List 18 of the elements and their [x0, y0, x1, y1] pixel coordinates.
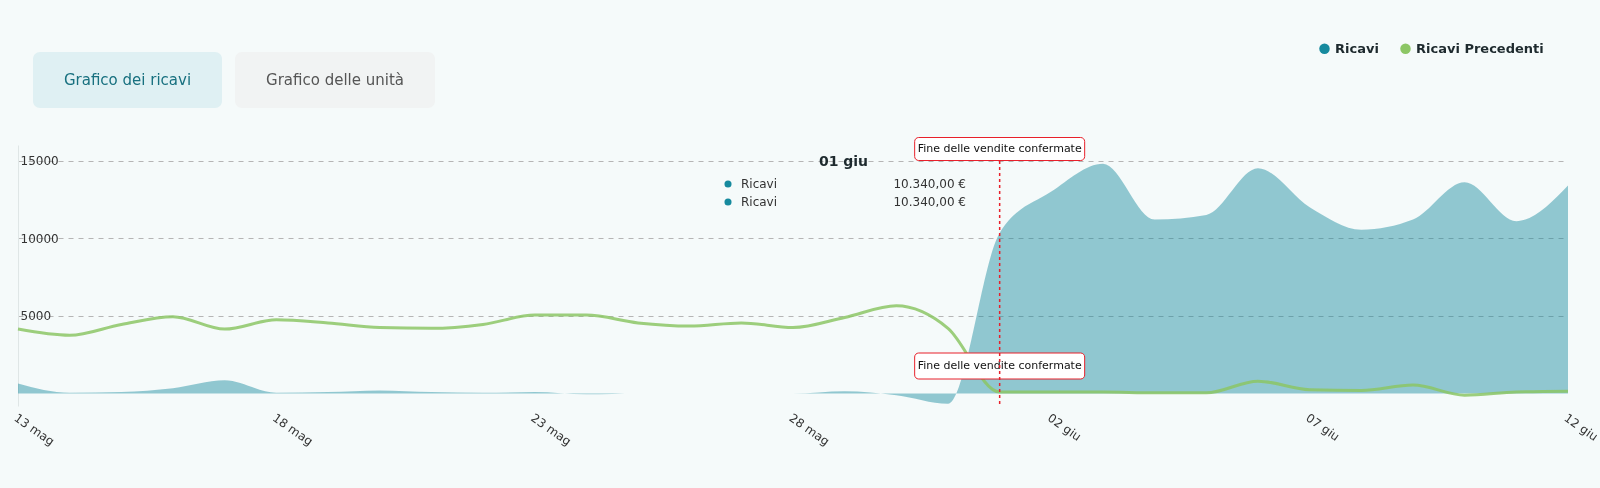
- annotation: Ricavi: [741, 195, 778, 209]
- annotation: 10.340,00 €: [893, 177, 966, 191]
- legend-label: Ricavi: [741, 177, 778, 191]
- annotation: 10.340,00 €: [893, 195, 966, 209]
- y-tick-label: 5000: [20, 309, 52, 324]
- ref-line-label: Fine delle vendite confermate: [917, 359, 1082, 372]
- line-series: [16, 304, 1570, 397]
- text: Grafico delle unità: [266, 71, 404, 89]
- text: Ricavi: [1335, 40, 1379, 56]
- annotation: Fine delle vendite confermate: [917, 142, 1082, 155]
- x-tick-label: 02 giu: [1044, 410, 1084, 444]
- x-tick-label: 12 giu: [1561, 410, 1600, 444]
- y-tick-label: 10000: [20, 231, 59, 246]
- annotation: 01 giu: [818, 153, 869, 169]
- legend-label: Ricavi Precedenti: [1416, 40, 1544, 56]
- x-tick-label: 07 giu: [1303, 410, 1343, 444]
- text: Grafico dei ricavi: [63, 71, 192, 89]
- y-tick-label: 15000: [20, 154, 59, 169]
